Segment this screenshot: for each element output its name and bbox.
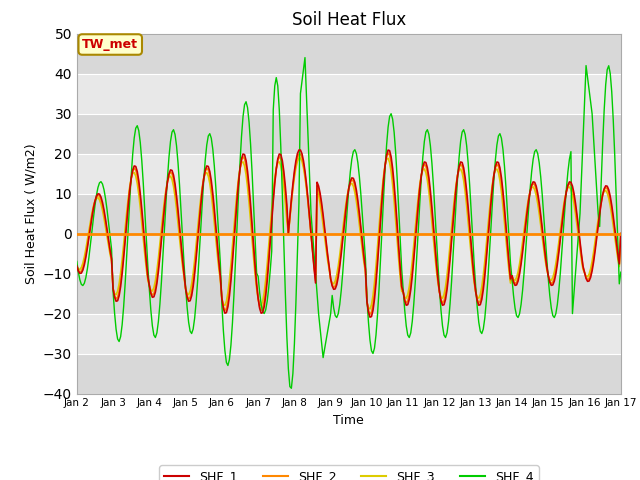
Bar xyxy=(77,114,621,154)
Bar xyxy=(77,34,621,73)
Bar xyxy=(77,154,621,193)
X-axis label: Time: Time xyxy=(333,414,364,427)
Bar xyxy=(77,313,621,354)
Bar xyxy=(77,234,621,274)
Legend: SHF_1, SHF_2, SHF_3, SHF_4: SHF_1, SHF_2, SHF_3, SHF_4 xyxy=(159,465,538,480)
Bar xyxy=(77,73,621,114)
Bar xyxy=(77,274,621,313)
Text: TW_met: TW_met xyxy=(82,38,138,51)
Bar xyxy=(77,193,621,234)
Bar xyxy=(77,354,621,394)
Y-axis label: Soil Heat Flux ( W/m2): Soil Heat Flux ( W/m2) xyxy=(24,144,37,284)
Title: Soil Heat Flux: Soil Heat Flux xyxy=(292,11,406,29)
